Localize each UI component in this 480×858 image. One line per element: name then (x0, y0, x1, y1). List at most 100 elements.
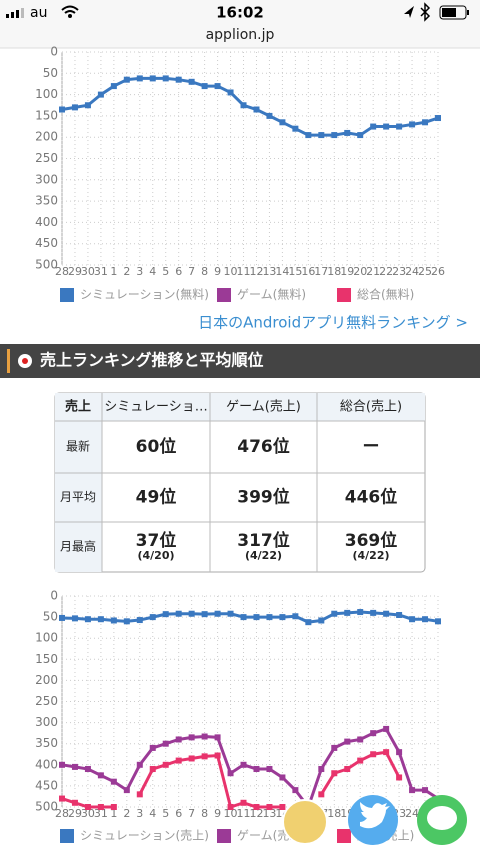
series-line (138, 753, 283, 809)
section-accent (7, 349, 10, 373)
x-tick-label: 7 (188, 807, 195, 820)
point (162, 75, 169, 82)
y-tick-label: 450 (35, 236, 58, 250)
point (97, 772, 104, 779)
point (279, 614, 286, 621)
point (214, 734, 221, 741)
point (344, 766, 351, 773)
point (331, 770, 338, 777)
top-bar (0, 0, 480, 48)
point (357, 757, 364, 764)
point (59, 795, 65, 802)
y-tick-label: 50 (43, 610, 58, 624)
line-bubble (427, 806, 457, 830)
header-cell: シミュレーショ… (104, 400, 207, 415)
legend-swatch (217, 829, 231, 843)
x-tick-label: 8 (201, 807, 208, 820)
point (149, 744, 156, 751)
wifi-icon (61, 5, 79, 14)
rank-date: (4/20) (137, 549, 174, 562)
wifi-dot (68, 14, 72, 18)
x-tick-label: 18 (327, 807, 341, 820)
point (59, 106, 65, 113)
point (357, 609, 364, 616)
point (305, 619, 312, 626)
point (344, 738, 351, 745)
label-col (55, 421, 102, 572)
url[interactable]: applion.jp (206, 27, 275, 43)
point (253, 804, 260, 810)
battery (439, 5, 467, 20)
row-label: 月平均 (60, 490, 96, 504)
point (214, 610, 221, 617)
row-label: 月最高 (60, 539, 96, 554)
point (97, 91, 104, 98)
flag-dot (22, 358, 28, 364)
ranking-link[interactable]: 日本のAndroidアプリ無料ランキング > (198, 314, 468, 332)
avatar-button[interactable] (282, 799, 328, 845)
point (162, 761, 169, 768)
point (175, 757, 182, 764)
point (266, 112, 273, 119)
legend-label: シミュレーション(売上) (80, 828, 209, 843)
point (357, 736, 364, 743)
x-tick-label: 12 (249, 265, 263, 278)
point (162, 740, 169, 747)
x-tick-label: 11 (237, 807, 251, 820)
point (396, 774, 403, 781)
x-tick-label: 13 (262, 265, 276, 278)
point (240, 102, 247, 109)
y-tick-label: 300 (35, 172, 58, 186)
x-tick-label: 17 (314, 265, 328, 278)
point (396, 611, 403, 618)
point (214, 752, 221, 759)
point (253, 766, 260, 773)
point (396, 123, 403, 130)
y-tick-label: 400 (35, 757, 58, 771)
x-tick-label: 9 (214, 265, 221, 278)
x-tick-label: 8 (201, 265, 208, 278)
point (110, 83, 117, 90)
point (71, 799, 78, 806)
point (162, 611, 169, 618)
point (383, 610, 390, 617)
point (253, 106, 260, 113)
point (305, 132, 312, 139)
point (97, 616, 104, 623)
point (422, 616, 429, 623)
header-cell: 総合(売上) (340, 399, 402, 415)
legend-swatch (337, 288, 351, 302)
point (84, 102, 91, 109)
point (136, 791, 143, 798)
rank-cell: 399位 (237, 487, 290, 508)
header-cell: ゲーム(売上) (226, 399, 301, 415)
y-tick-label: 500 (35, 258, 58, 272)
point (266, 766, 273, 773)
point (175, 736, 182, 743)
rank-date: (4/22) (245, 549, 282, 562)
point (201, 733, 208, 740)
point (201, 611, 208, 618)
x-tick-label: 16 (301, 265, 315, 278)
point (214, 83, 221, 90)
point (279, 804, 286, 810)
point (110, 778, 117, 785)
x-tick-label: 1 (110, 265, 117, 278)
point (409, 787, 416, 794)
x-tick-label: 10 (224, 265, 238, 278)
point (318, 766, 325, 773)
point (188, 755, 195, 762)
rank-cell: 317位 (237, 530, 290, 551)
point (331, 132, 338, 139)
x-tick-label: 28 (55, 265, 69, 278)
x-tick-label: 4 (149, 265, 156, 278)
x-tick-label: 30 (81, 807, 95, 820)
x-tick-label: 24 (405, 265, 419, 278)
point (383, 725, 390, 732)
battery-tip (467, 10, 469, 15)
x-tick-label: 2 (123, 265, 130, 278)
y-tick-label: 150 (35, 108, 58, 122)
